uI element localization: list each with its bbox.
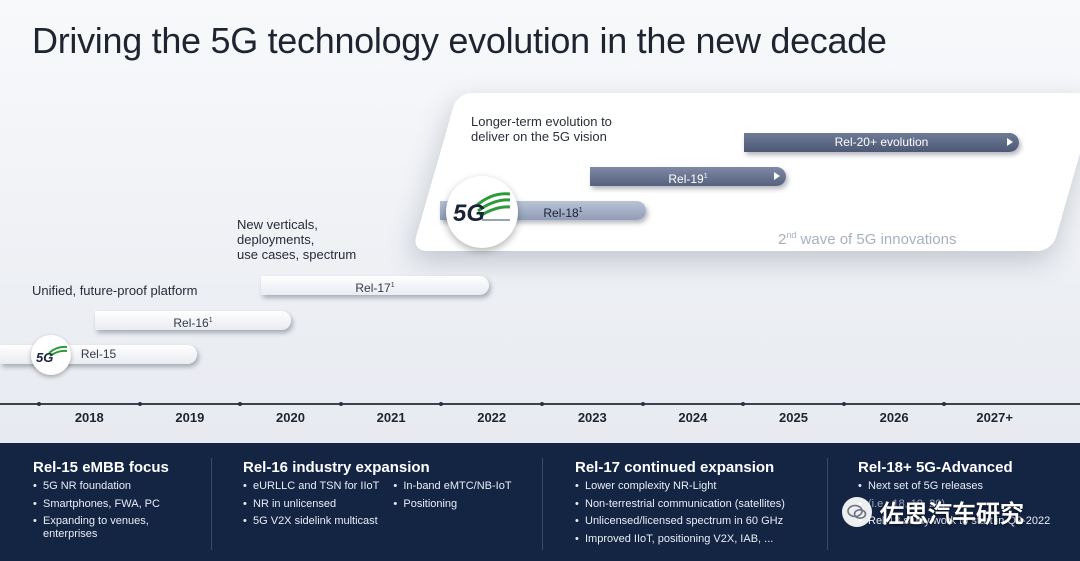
second-wave-label: 2nd wave of 5G innovations — [778, 230, 956, 248]
footer-list-item: 5G V2X sidelink multicast — [243, 515, 379, 528]
timeline-year-label: 2022 — [477, 410, 507, 425]
footer-col-heading: Rel-16 industry expansion — [243, 459, 430, 476]
page-title: Driving the 5G technology evolution in t… — [32, 20, 887, 61]
footer-list-item: Next set of 5G releases — [858, 480, 1050, 493]
wave-prefix: 2 — [778, 231, 787, 248]
footer-list-item: Smartphones, FWA, PC — [33, 498, 169, 511]
footer-divider — [827, 458, 828, 550]
footer-list-item: Improved IIoT, positioning V2X, IAB, ... — [575, 533, 785, 546]
timeline-year-label: 2021 — [376, 410, 406, 425]
timeline-year-label: 2026 — [879, 410, 909, 425]
release-label-rel16: Rel-16 — [173, 316, 209, 330]
footer-col-rel17: Rel-17 continued expansion Lower complex… — [575, 459, 785, 550]
footer-list-item: Positioning — [393, 498, 511, 511]
release-label-rel17: Rel-17 — [355, 281, 391, 295]
arrow-right-icon — [1007, 138, 1013, 146]
timeline-tick — [439, 402, 444, 406]
release-sup-rel18: 1 — [578, 207, 583, 214]
caption-verticals-line2: deployments, — [237, 232, 315, 247]
release-bar-rel19: Rel-191 — [590, 167, 786, 186]
caption-unified: Unified, future-proof platform — [32, 283, 198, 298]
footer-divider — [542, 458, 543, 550]
5g-advanced-logo-icon: 5G — [446, 176, 518, 248]
arrow-right-icon — [774, 172, 780, 180]
footer-list-item-cont: enterprises — [43, 528, 98, 540]
timeline-tick — [338, 402, 343, 406]
footer-list-item: In-band eMTC/NB-IoT — [393, 480, 511, 493]
release-bar-rel17: Rel-171 — [261, 276, 489, 295]
timeline-year-label: 2024 — [678, 410, 708, 425]
wave-sup: nd — [786, 230, 797, 240]
release-sup-rel19: 1 — [703, 173, 708, 180]
timeline-year-label: 2018 — [74, 410, 104, 425]
5g-logo-text: 5G — [36, 350, 53, 365]
timeline-tick — [942, 402, 947, 406]
5g-logo-icon: 5G — [31, 335, 71, 375]
panel-caption: Longer-term evolution to deliver on the … — [471, 114, 612, 144]
release-sup-rel17: 1 — [390, 282, 395, 289]
timeline-tick — [640, 402, 645, 406]
wave-text: wave of 5G innovations — [796, 231, 957, 248]
footer-list-item: Expanding to venues, — [33, 515, 169, 528]
footer-col-heading: Rel-18+ 5G-Advanced — [858, 459, 1013, 476]
timeline-year-label: 2025 — [779, 410, 808, 425]
footer-list-item: eURLLC and TSN for IIoT — [243, 480, 379, 493]
timeline-tick — [741, 402, 746, 406]
timeline-year-label: 2027+ — [976, 410, 1013, 425]
release-label-rel18: Rel-18 — [543, 206, 579, 220]
release-sup-rel16: 1 — [208, 317, 213, 324]
footer-col-rel15: Rel-15 eMBB focus 5G NR foundation Smart… — [33, 459, 169, 541]
footer-col-heading: Rel-15 eMBB focus — [33, 459, 169, 476]
release-label-rel20: Rel-20+ evolution — [834, 135, 929, 149]
5g-advanced-logo-text: 5G — [453, 200, 485, 227]
timeline-year-label: 2023 — [577, 410, 607, 425]
panel-caption-line2: deliver on the 5G vision — [471, 129, 607, 144]
watermark-text: 佐思汽车研究 — [880, 501, 1024, 528]
caption-verticals-line1: New verticals, — [237, 217, 318, 232]
footer-col-heading: Rel-17 continued expansion — [575, 459, 775, 476]
footer-list-item: 5G NR foundation — [33, 480, 169, 493]
caption-verticals: New verticals, deployments, use cases, s… — [237, 217, 356, 262]
timeline-tick — [540, 402, 544, 406]
timeline-tick — [37, 402, 41, 406]
footer-list-item: Lower complexity NR-Light — [575, 480, 785, 493]
release-label-rel15: Rel-15 — [80, 347, 117, 361]
timeline-tick — [841, 402, 846, 406]
release-label-rel19: Rel-19 — [668, 172, 704, 186]
watermark: 佐思汽车研究 — [842, 494, 1024, 529]
wechat-icon — [842, 496, 872, 527]
timeline-tick — [137, 402, 142, 406]
footer-list-item: NR in unlicensed — [243, 498, 379, 511]
footer-list-item: Non-terrestrial communication (satellite… — [575, 498, 785, 511]
caption-verticals-line3: use cases, spectrum — [237, 247, 357, 262]
release-bar-rel16: Rel-161 — [95, 311, 291, 330]
timeline-tick — [238, 402, 243, 406]
footer-list-item: Unlicensed/licensed spectrum in 60 GHz — [575, 515, 785, 528]
footer-col-rel18: Rel-18+ 5G-Advanced Next set of 5G relea… — [858, 459, 1050, 533]
timeline-year-label: 2020 — [276, 410, 305, 425]
panel-caption-line1: Longer-term evolution to — [471, 114, 612, 129]
footer-col-rel16: Rel-16 industry expansion eURLLC and TSN… — [243, 459, 512, 533]
release-bar-rel20: Rel-20+ evolution — [744, 133, 1019, 152]
timeline-year-label: 2019 — [175, 410, 205, 425]
release-bar-rel15: Rel-15 — [0, 345, 197, 364]
footer-divider — [211, 458, 212, 550]
